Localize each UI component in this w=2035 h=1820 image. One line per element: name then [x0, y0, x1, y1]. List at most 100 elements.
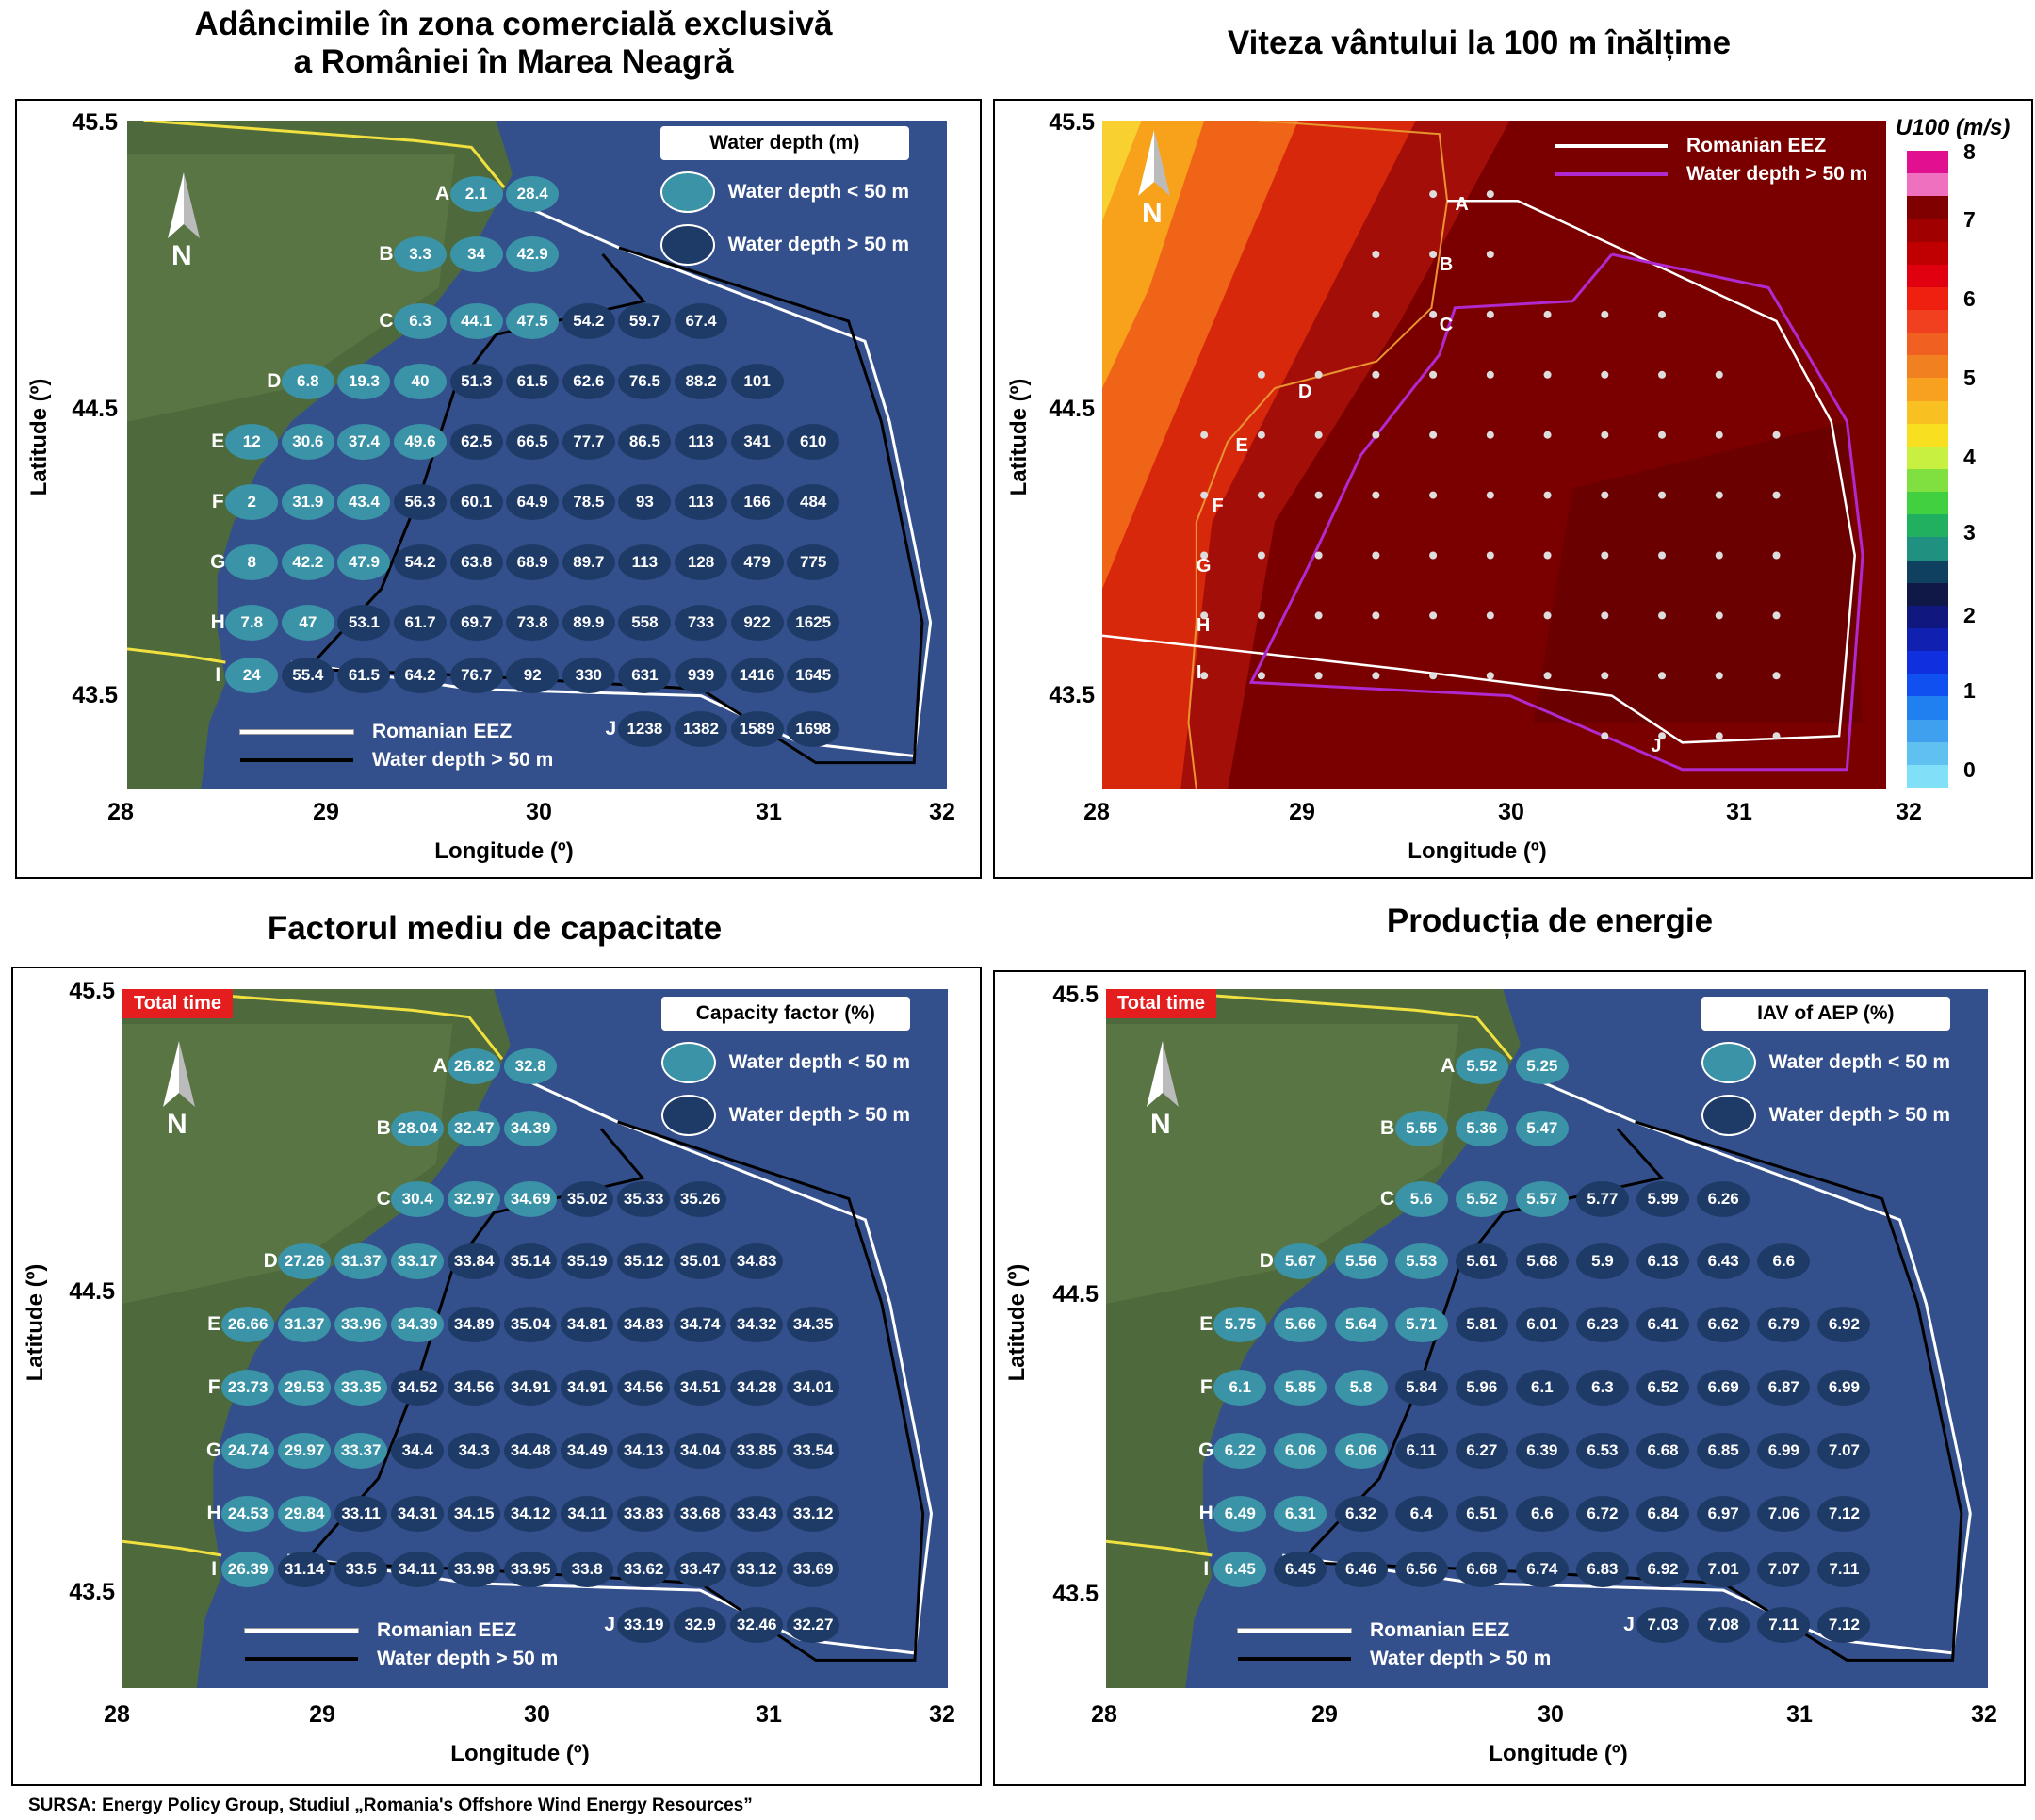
grid-point-marker: 31.9 — [281, 483, 334, 520]
depth-line-swatch — [1555, 172, 1668, 176]
grid-point-marker: 7.11 — [1757, 1607, 1811, 1644]
grid-point-marker: 6.13 — [1636, 1243, 1690, 1280]
colorbar-step — [1907, 674, 1948, 697]
grid-point-marker: 35.12 — [617, 1243, 671, 1280]
grid-point-marker: 31.37 — [278, 1307, 332, 1343]
grid-point-marker: 56.3 — [394, 483, 448, 520]
grid-point — [1429, 672, 1438, 680]
grid-point-marker: 33.98 — [448, 1551, 501, 1587]
grid-point-marker: 5.53 — [1394, 1243, 1448, 1280]
grid-point-marker: 5.77 — [1575, 1180, 1629, 1217]
marker-legend: IAV of AEP (%) Water depth < 50 m Water de… — [1701, 997, 1950, 1136]
grid-point-marker: 775 — [787, 544, 840, 580]
grid-point-marker: 23.73 — [221, 1369, 275, 1406]
grid-point-marker: 30.6 — [281, 423, 334, 460]
grid-point — [1658, 732, 1667, 740]
grid-point-marker: 7.06 — [1757, 1495, 1811, 1532]
grid-point-marker: 7.11 — [1817, 1551, 1871, 1587]
source-note: SURSA: Energy Policy Group, Studiul „Rom… — [28, 1796, 753, 1815]
p2-lon-tick-32: 32 — [1896, 799, 1922, 825]
p1-lon-tick-30: 30 — [526, 799, 552, 825]
grid-point-marker: 33.69 — [787, 1551, 840, 1587]
grid-point — [1543, 370, 1552, 379]
grid-point-marker: 1698 — [787, 711, 840, 748]
p1-lat-tick-43-5: 43.5 — [72, 682, 118, 708]
grid-point — [1314, 370, 1323, 379]
colorbar-step — [1907, 696, 1948, 720]
grid-point-marker: 6.99 — [1757, 1432, 1811, 1469]
eez-line-swatch — [245, 1629, 358, 1633]
p1-lon-tick-28: 28 — [107, 799, 134, 825]
grid-point — [1314, 611, 1323, 620]
grid-point-marker: 6.06 — [1274, 1432, 1327, 1469]
grid-point — [1429, 551, 1438, 560]
grid-point-marker: 34.12 — [504, 1495, 558, 1532]
colorbar-step — [1907, 741, 1948, 765]
grid-point-marker: 5.99 — [1636, 1180, 1690, 1217]
grid-point-marker: 31.37 — [334, 1243, 388, 1280]
line-legend-deep: Water depth > 50 m — [240, 746, 553, 774]
grid-point-marker: 5.85 — [1274, 1369, 1327, 1406]
grid-point-marker: 26.66 — [221, 1307, 275, 1343]
depth-line-label: Water depth > 50 m — [1370, 1648, 1552, 1669]
grid-point-marker: 59.7 — [618, 303, 672, 339]
eez-line-swatch — [1555, 144, 1668, 148]
grid-point-marker: 5.56 — [1334, 1243, 1388, 1280]
grid-point-marker: 35.33 — [617, 1180, 671, 1217]
grid-point-marker: 28.4 — [506, 176, 560, 213]
grid-point-marker: 5.52 — [1455, 1180, 1508, 1217]
grid-point-marker: 34.69 — [504, 1180, 558, 1217]
grid-point-marker: 86.5 — [618, 423, 672, 460]
grid-point-marker: 6.53 — [1575, 1432, 1629, 1469]
grid-point-marker: 5.55 — [1394, 1111, 1448, 1147]
grid-point-marker: 89.7 — [562, 544, 615, 580]
colorbar-tick-4: 4 — [1963, 445, 1976, 469]
grid-point-marker: 5.9 — [1575, 1243, 1629, 1280]
point-label-C: C — [1439, 314, 1454, 335]
grid-point-marker: 1416 — [730, 658, 784, 694]
colorbar-step — [1907, 605, 1948, 628]
eez-line-label: Romanian EEZ — [377, 1619, 517, 1641]
north-label: N — [167, 1109, 187, 1140]
grid-point-marker: 47.5 — [506, 303, 560, 339]
grid-point — [1257, 672, 1265, 680]
grid-point — [1314, 431, 1323, 439]
row-label-B: B — [376, 1117, 391, 1140]
grid-point — [1257, 551, 1265, 560]
coastline — [1187, 121, 1449, 789]
grid-point-marker: 631 — [618, 658, 672, 694]
grid-point-marker: 34.52 — [391, 1369, 445, 1406]
north-arrow-icon: N — [151, 172, 217, 271]
grid-point — [1658, 491, 1667, 499]
grid-point-marker: 69.7 — [449, 604, 503, 641]
grid-point-marker: 6.1 — [1515, 1369, 1569, 1406]
grid-point-marker: 67.4 — [675, 303, 727, 339]
grid-point-marker: 62.6 — [562, 363, 615, 399]
grid-point-marker: 484 — [787, 483, 840, 520]
grid-point-marker: 5.36 — [1455, 1111, 1508, 1147]
row-label-G: G — [210, 550, 226, 573]
legend-deep-swatch — [660, 1095, 716, 1136]
eez-legend-label: Romanian EEZ — [1686, 135, 1827, 156]
p1-lon-tick-29: 29 — [313, 799, 339, 825]
row-label-E: E — [1199, 1313, 1213, 1336]
grid-point — [1257, 370, 1265, 379]
grid-point-marker: 128 — [675, 544, 727, 580]
grid-point-marker: 34.11 — [561, 1495, 614, 1532]
p2-lon-tick-31: 31 — [1726, 799, 1752, 825]
grid-point-marker: 34.3 — [448, 1432, 501, 1469]
p3-lon-tick-32: 32 — [929, 1701, 955, 1728]
grid-point — [1486, 672, 1494, 680]
grid-point-marker: 66.5 — [506, 423, 560, 460]
grid-point-marker: 42.9 — [506, 236, 560, 272]
depth-line-swatch — [245, 1657, 358, 1661]
grid-point-marker: 30.4 — [391, 1180, 445, 1217]
deep-legend-label: Water depth > 50 m — [1686, 163, 1868, 185]
grid-point — [1486, 611, 1494, 620]
grid-point — [1601, 431, 1609, 439]
colorbar-step — [1907, 446, 1948, 469]
row-label-G: G — [205, 1438, 222, 1461]
row-label-I: I — [215, 664, 221, 687]
grid-point-marker: 53.1 — [337, 604, 391, 641]
grid-point-marker: 6.8 — [281, 363, 334, 399]
